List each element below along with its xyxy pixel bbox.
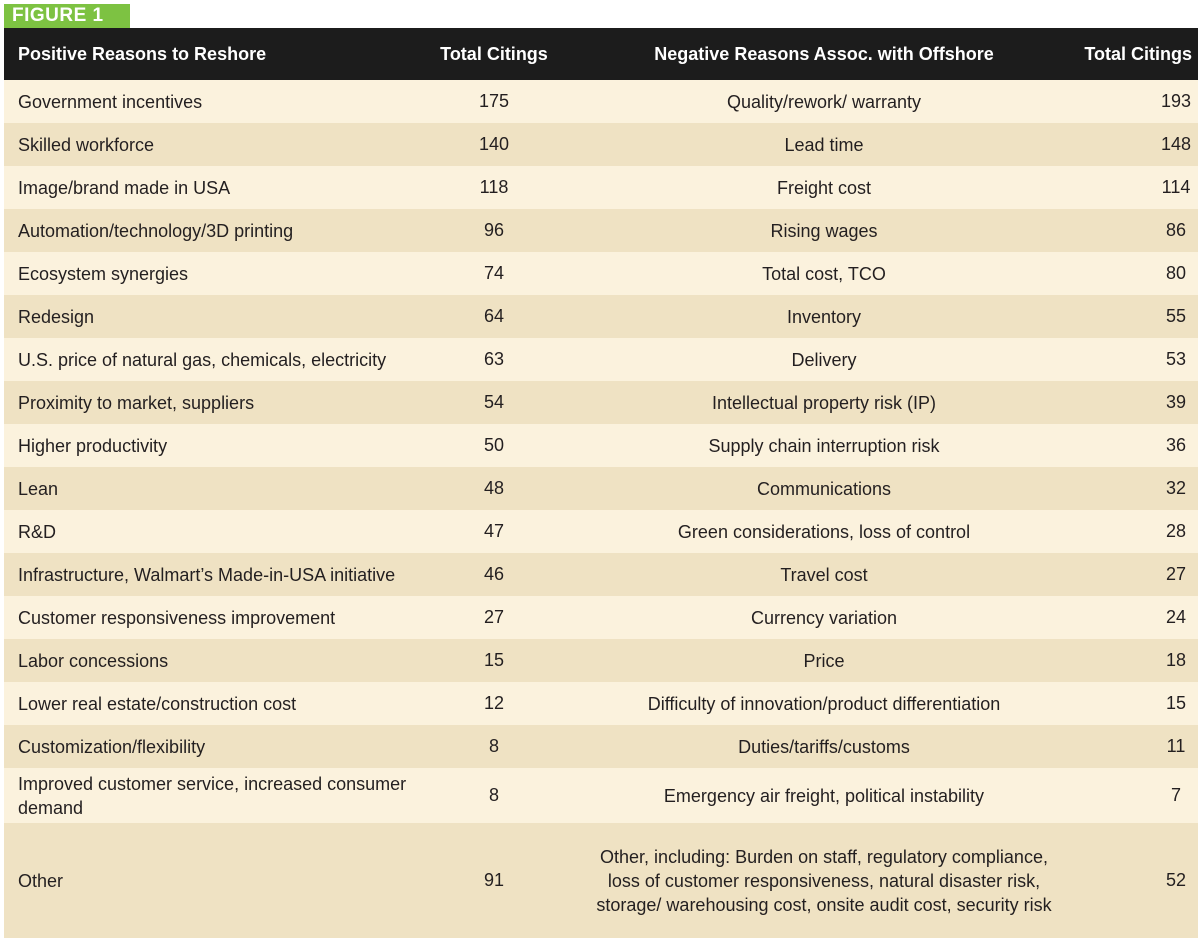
negative-reason-cell: Delivery [791,349,857,370]
positive-count-cell: 74 [483,263,505,283]
negative-count-cell: 80 [1165,263,1187,283]
table-row: Proximity to market, suppliers 54 Intell… [4,381,1198,424]
positive-count-cell: 64 [483,306,505,326]
table-row: Labor concessions 15 Price 18 [4,639,1198,682]
negative-reason-cell: Duties/tariffs/customs [738,736,910,757]
positive-reason-cell: Labor concessions [18,650,169,671]
table-row: Lean 48 Communications 32 [4,467,1198,510]
negative-count-cell: 7 [1170,785,1181,805]
positive-reason-cell: Customization/flexibility [18,736,206,757]
positive-count-cell: 15 [483,650,505,670]
negative-count-cell: 52 [1165,870,1187,890]
header-negative-reasons: Negative Reasons Assoc. with Offshore [654,43,994,64]
positive-reason-cell: Infrastructure, Walmart’s Made-in-USA in… [18,564,396,585]
negative-count-cell: 11 [1166,736,1186,756]
table-row: Ecosystem synergies 74 Total cost, TCO 8… [4,252,1198,295]
positive-reason-cell: R&D [18,521,57,542]
negative-reason-cell: Currency variation [750,607,898,628]
positive-reason-cell: Ecosystem synergies [18,263,189,284]
negative-reason-cell: Quality/rework/ warranty [726,91,922,112]
positive-reason-cell: Higher productivity [18,435,168,456]
table-row: Government incentives 175 Quality/rework… [4,80,1198,123]
table-row: Image/brand made in USA 118 Freight cost… [4,166,1198,209]
negative-count-cell: 55 [1165,306,1187,326]
negative-reason-cell: Difficulty of innovation/product differe… [647,693,1001,714]
positive-count-cell: 50 [483,435,505,455]
positive-count-cell: 8 [488,785,499,805]
positive-count-cell: 27 [483,607,505,627]
positive-reason-cell: Government incentives [18,91,203,112]
negative-count-cell: 24 [1165,607,1187,627]
positive-reason-cell: Redesign [18,306,95,327]
negative-count-cell: 18 [1165,650,1187,670]
negative-count-cell: 27 [1165,564,1187,584]
negative-reason-cell: Total cost, TCO [762,263,886,284]
negative-reason-cell: Rising wages [770,220,878,241]
negative-count-cell: 32 [1165,478,1187,498]
positive-reason-cell: Lean [18,478,59,499]
positive-count-cell: 48 [483,478,505,498]
negative-reason-cell: Supply chain interruption risk [708,435,940,456]
negative-count-cell: 148 [1160,134,1192,154]
positive-count-cell: 91 [483,870,505,890]
figure-label: FIGURE 1 [4,4,130,28]
table-row: Improved customer service, increased con… [4,768,1198,823]
table-row: Skilled workforce 140 Lead time 148 [4,123,1198,166]
negative-reason-cell: Other, including: Burden on staff, regul… [596,846,1052,915]
header-positive-reasons: Positive Reasons to Reshore [18,43,267,64]
table-row: Customer responsiveness improvement 27 C… [4,596,1198,639]
negative-reason-cell: Freight cost [776,177,872,198]
positive-count-cell: 118 [479,177,509,197]
table-row: R&D 47 Green considerations, loss of con… [4,510,1198,553]
table-row: U.S. price of natural gas, chemicals, el… [4,338,1198,381]
positive-count-cell: 12 [483,693,505,713]
negative-reason-cell: Price [803,650,845,671]
table-row: Infrastructure, Walmart’s Made-in-USA in… [4,553,1198,596]
table-row: Other 91 Other, including: Burden on sta… [4,823,1198,938]
negative-count-cell: 39 [1165,392,1187,412]
negative-reason-cell: Travel cost [780,564,868,585]
negative-reason-cell: Inventory [786,306,862,327]
negative-count-cell: 36 [1165,435,1187,455]
positive-count-cell: 8 [488,736,499,756]
table-row: Redesign 64 Inventory 55 [4,295,1198,338]
positive-count-cell: 54 [483,392,505,412]
negative-reason-cell: Communications [756,478,892,499]
positive-count-cell: 63 [483,349,505,369]
table-row: Automation/technology/3D printing 96 Ris… [4,209,1198,252]
positive-reason-cell: Improved customer service, increased con… [18,773,407,818]
table-row: Higher productivity 50 Supply chain inte… [4,424,1198,467]
positive-count-cell: 175 [478,91,510,111]
table-header: Positive Reasons to Reshore Total Citing… [4,28,1198,80]
table-body: Government incentives 175 Quality/rework… [4,80,1198,938]
positive-count-cell: 46 [483,564,505,584]
reasons-table: Positive Reasons to Reshore Total Citing… [4,28,1198,938]
negative-count-cell: 15 [1165,693,1187,713]
negative-count-cell: 114 [1161,177,1191,197]
table-row: Customization/flexibility 8 Duties/tarif… [4,725,1198,768]
positive-reason-cell: Customer responsiveness improvement [18,607,336,628]
negative-reason-cell: Emergency air freight, political instabi… [663,785,985,806]
negative-reason-cell: Intellectual property risk (IP) [711,392,937,413]
negative-reason-cell: Green considerations, loss of control [677,521,971,542]
header-row: Positive Reasons to Reshore Total Citing… [4,28,1198,80]
positive-reason-cell: Proximity to market, suppliers [18,392,255,413]
positive-reason-cell: Automation/technology/3D printing [18,220,294,241]
header-negative-total: Total Citings [1084,43,1192,64]
negative-reason-cell: Lead time [784,134,864,155]
positive-reason-cell: Skilled workforce [18,134,155,155]
header-positive-total: Total Citings [440,43,548,64]
negative-count-cell: 53 [1165,349,1187,369]
positive-count-cell: 47 [483,521,505,541]
positive-count-cell: 140 [478,134,510,154]
positive-reason-cell: Other [18,870,64,891]
negative-count-cell: 193 [1160,91,1192,111]
positive-reason-cell: U.S. price of natural gas, chemicals, el… [18,349,387,370]
table-row: Lower real estate/construction cost 12 D… [4,682,1198,725]
positive-count-cell: 96 [483,220,505,240]
negative-count-cell: 28 [1165,521,1187,541]
positive-reason-cell: Lower real estate/construction cost [18,693,297,714]
negative-count-cell: 86 [1165,220,1187,240]
positive-reason-cell: Image/brand made in USA [18,177,231,198]
